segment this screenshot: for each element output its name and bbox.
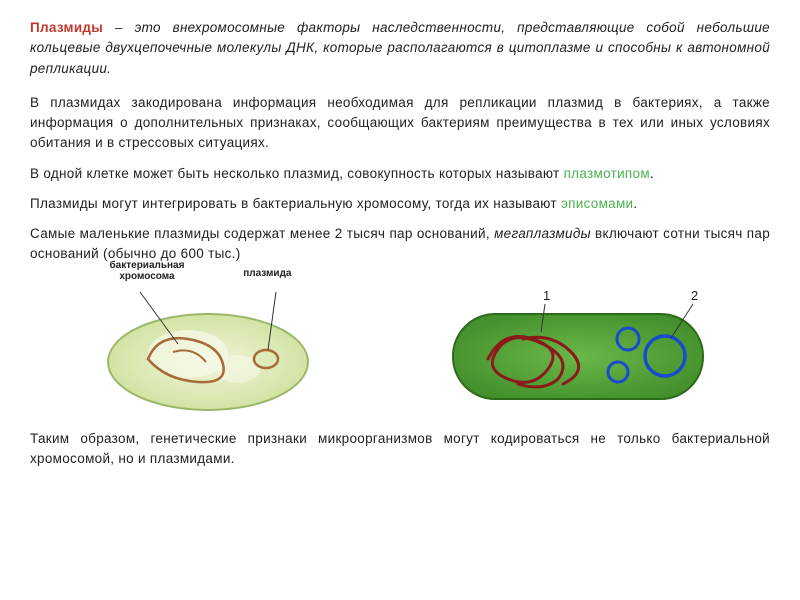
cell-diagram-2: 1 2 <box>433 284 723 414</box>
bottom-paragraph: Таким образом, генетические признаки мик… <box>30 429 770 470</box>
definition-block: Плазмиды – это внехромосомные факторы на… <box>30 18 770 79</box>
paragraph-1: В плазмидах закодирована информация необ… <box>30 93 770 154</box>
paragraph-2: В одной клетке может быть несколько плаз… <box>30 164 770 184</box>
term-plasmid: Плазмиды <box>30 20 103 35</box>
p3-suffix: . <box>633 196 637 211</box>
diagram-row: бактериальная хромосома плазмида <box>30 279 770 419</box>
label-chromosome: бактериальная хромосома <box>110 260 185 282</box>
diagram-1-wrapper: бактериальная хромосома плазмида <box>78 284 338 414</box>
definition-text: это внехромосомные факторы наследственно… <box>30 20 770 76</box>
label-2-svg: 2 <box>691 288 698 303</box>
term-megaplasmid: мегаплазмиды <box>494 226 591 241</box>
label-chromosome-l2: хромосома <box>119 271 174 282</box>
label-plasmid: плазмида <box>243 266 291 281</box>
cell-diagram-1 <box>78 284 338 414</box>
p2-suffix: . <box>650 166 654 181</box>
paragraph-4: Самые маленькие плазмиды содержат менее … <box>30 224 770 265</box>
paragraph-3: Плазмиды могут интегрировать в бактериал… <box>30 194 770 214</box>
p3-prefix: Плазмиды могут интегрировать в бактериал… <box>30 196 561 211</box>
diagram-2-wrapper: 1 2 <box>433 284 723 414</box>
term-plasmotype: плазмотипом <box>564 166 650 181</box>
label-chromosome-l1: бактериальная <box>110 260 185 271</box>
label-1-svg: 1 <box>543 288 550 303</box>
term-episome: эписомами <box>561 196 633 211</box>
p4-prefix: Самые маленькие плазмиды содержат менее … <box>30 226 494 241</box>
p2-prefix: В одной клетке может быть несколько плаз… <box>30 166 564 181</box>
dash: – <box>115 20 123 35</box>
